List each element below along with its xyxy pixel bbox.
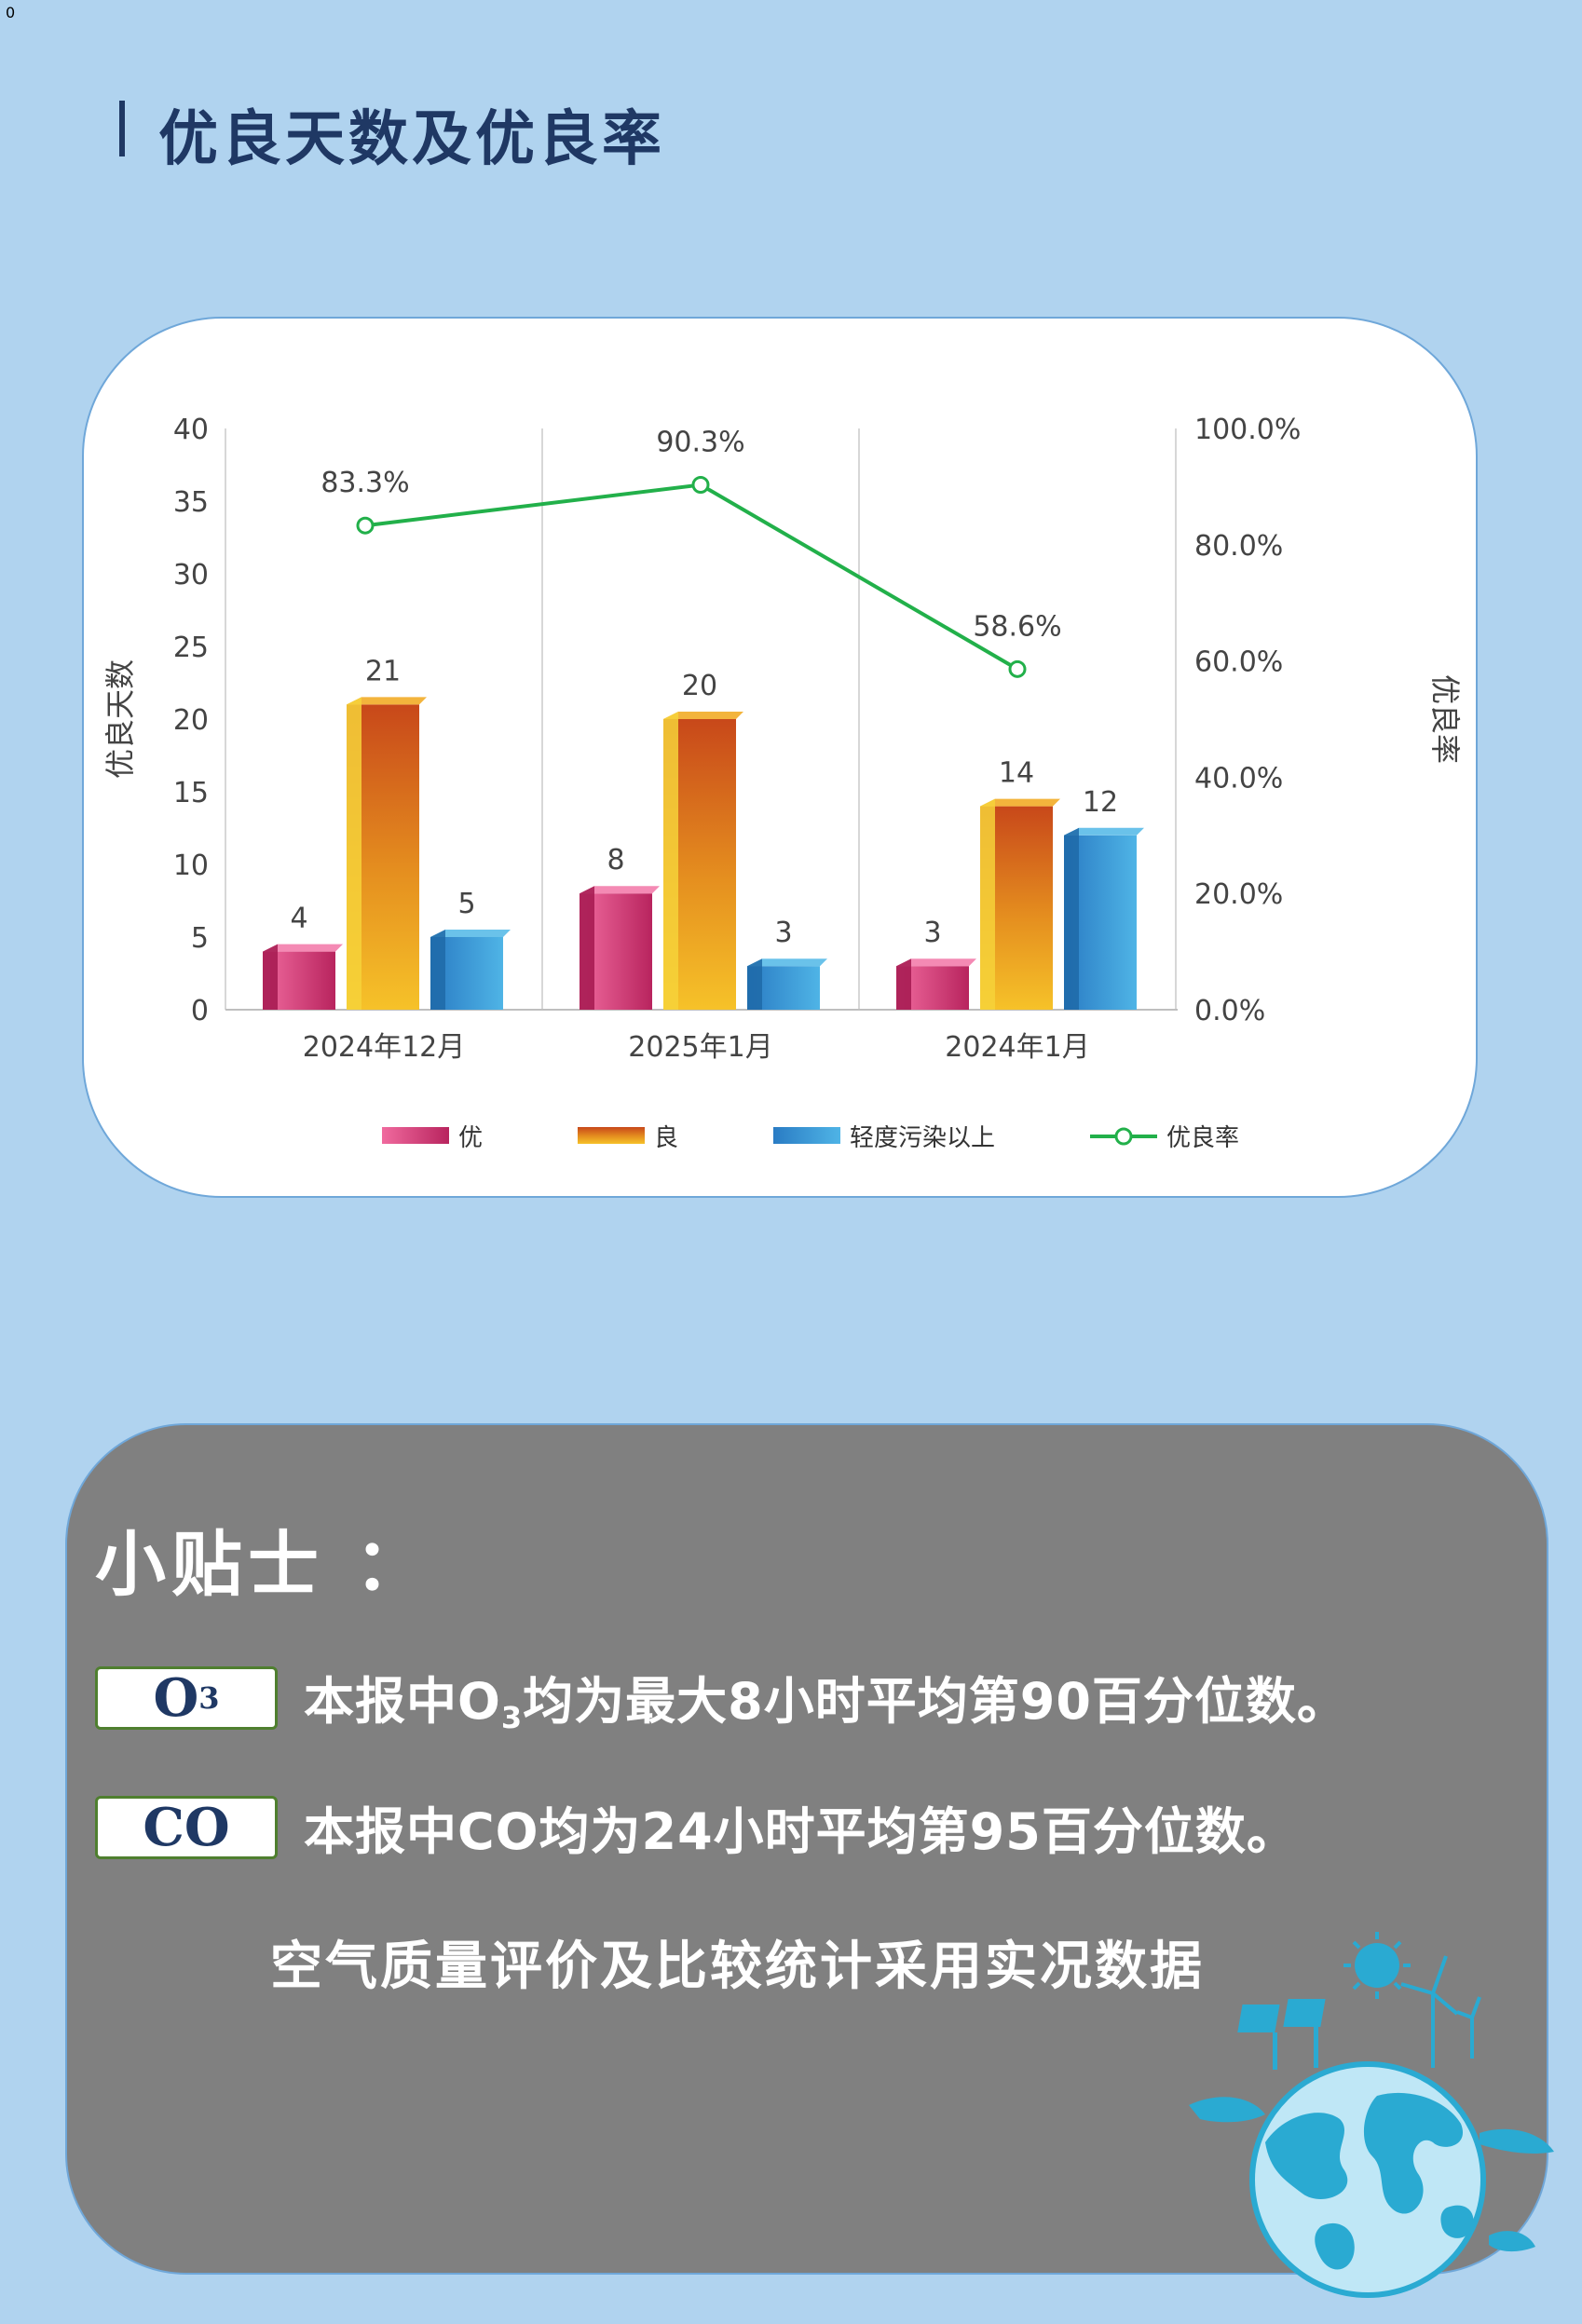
bar-value-label: 5 — [457, 888, 475, 920]
rate-label: 58.6% — [973, 610, 1061, 643]
page-title: 优良天数及优良率 — [158, 105, 665, 174]
y2-tick-label: 0.0% — [1194, 995, 1265, 1027]
rate-line — [364, 482, 1019, 672]
bar-top — [1064, 827, 1144, 836]
co-badge: CO — [95, 1795, 278, 1859]
o3-badge-sub: 3 — [198, 1679, 220, 1716]
legend-swatch — [773, 1127, 840, 1144]
y-tick-label: 25 — [173, 632, 209, 664]
x-tick-label: 2024年12月 — [303, 1031, 466, 1064]
bar-value-label: 3 — [774, 917, 792, 949]
y2-axis-title: 优良率 — [1427, 674, 1463, 764]
x-tick-label: 2024年1月 — [945, 1031, 1089, 1064]
y2-tick-label: 100.0% — [1194, 414, 1301, 446]
y-axis-title: 优良天数 — [102, 659, 138, 779]
o3-badge-main: O — [153, 1666, 199, 1729]
y-tick-label: 10 — [173, 849, 209, 882]
bar-top — [747, 958, 827, 967]
legend-swatch — [578, 1127, 645, 1144]
o3-text-post: 均为最大8小时平均第90百分位数。 — [523, 1672, 1348, 1731]
y-tick-label: 40 — [173, 414, 209, 446]
legend-swatch — [382, 1127, 449, 1144]
bar-value-label: 4 — [290, 903, 307, 935]
y2-tick-label: 20.0% — [1194, 878, 1283, 911]
bar-side — [663, 712, 678, 1010]
y2-tick-label: 40.0% — [1194, 762, 1283, 795]
bar-side — [430, 930, 445, 1010]
legend-label: 优 — [458, 1124, 483, 1152]
bar-side — [980, 798, 995, 1010]
bar-side — [1064, 827, 1079, 1010]
air-quality-chart: 05101520253035400.0%20.0%40.0%60.0%80.0%… — [102, 414, 1463, 1152]
title-accent-bar — [119, 101, 125, 156]
y-tick-label: 30 — [173, 559, 209, 591]
bar-top — [347, 697, 427, 705]
bar-top — [980, 798, 1060, 807]
y2-tick-label: 80.0% — [1194, 530, 1283, 563]
data-source-note: 空气质量评价及比较统计采用实况数据 — [270, 1937, 1205, 1997]
y-tick-label: 0 — [191, 995, 209, 1027]
bar-value-label: 14 — [999, 757, 1034, 790]
tips-title: 小贴士 ： — [95, 1523, 431, 1606]
bar-top — [896, 958, 976, 967]
y-tick-label: 5 — [191, 922, 209, 955]
legend-marker — [1114, 1127, 1133, 1146]
y-tick-label: 20 — [173, 704, 209, 737]
rate-point — [1008, 659, 1027, 678]
y-tick-label: 35 — [173, 486, 209, 519]
bar-side — [580, 886, 594, 1010]
bar-top — [663, 712, 743, 719]
wind-turbine-icon — [1400, 1955, 1481, 2068]
co-tip-text: 本报中CO均为24小时平均第95百分位数。 — [304, 1802, 1298, 1861]
bar-top — [430, 930, 511, 937]
bar-value-label: 21 — [365, 655, 401, 687]
tip-co: CO 本报中CO均为24小时平均第95百分位数。 — [95, 1790, 1298, 1864]
y-tick-label: 15 — [173, 777, 209, 809]
bar-side — [263, 944, 278, 1010]
sun-icon — [1343, 1932, 1411, 1999]
bar-value-label: 20 — [682, 670, 717, 702]
y2-tick-label: 60.0% — [1194, 646, 1283, 679]
page-number: 0 — [6, 4, 16, 21]
bar-side — [347, 697, 361, 1010]
bar-side — [896, 958, 911, 1010]
rate-label: 83.3% — [320, 467, 409, 499]
x-tick-label: 2025年1月 — [628, 1031, 772, 1064]
rate-point — [691, 476, 710, 495]
globe-icon — [1189, 2061, 1554, 2298]
legend-label: 良 — [654, 1124, 678, 1152]
chart-card: 0 5 10 15 20 25 30 35 40 0.0% 20.0% 40.0% 60.0% 80.0%… — [82, 317, 1478, 1198]
rate-point — [356, 516, 375, 535]
bar-value-label: 8 — [607, 844, 624, 877]
o3-text-pre: 本报中O — [304, 1672, 501, 1731]
bar-top — [580, 886, 660, 894]
o3-text-sub: 3 — [500, 1700, 524, 1735]
solar-panel-icon — [1237, 1999, 1326, 2070]
legend-label: 轻度污染以上 — [850, 1124, 995, 1152]
bar-top — [263, 944, 343, 952]
legend-label: 优良率 — [1166, 1124, 1239, 1152]
bar-side — [747, 958, 762, 1010]
o3-tip-text: 本报中O3均为最大8小时平均第90百分位数。 — [304, 1660, 1348, 1735]
rate-label: 90.3% — [656, 427, 744, 459]
bar-value-label: 3 — [923, 917, 941, 949]
bar-value-label: 12 — [1083, 786, 1118, 819]
earth-illustration — [1189, 1932, 1554, 2298]
